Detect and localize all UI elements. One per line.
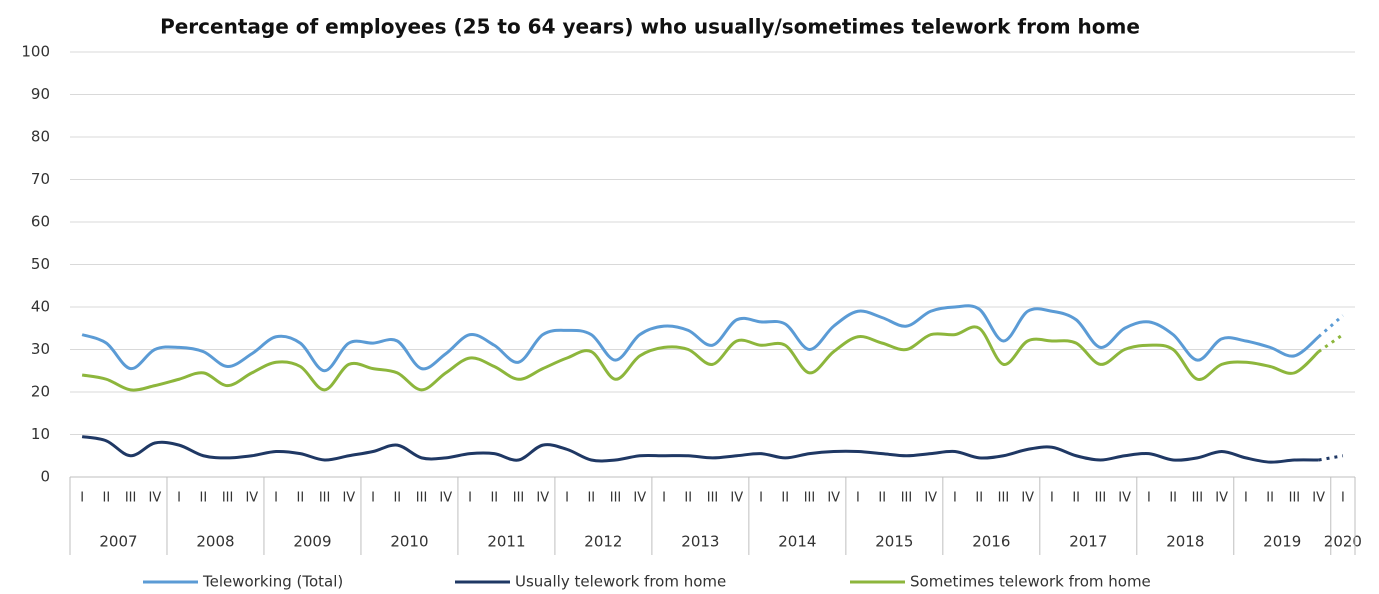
y-tick-label: 0 bbox=[40, 468, 50, 486]
x-tick-label: IV bbox=[148, 491, 161, 506]
y-tick-label: 90 bbox=[31, 85, 50, 103]
x-tick-label: IV bbox=[633, 491, 646, 506]
x-tick-label: III bbox=[1289, 491, 1301, 506]
x-tick-label: IV bbox=[1118, 491, 1131, 506]
x-tick-label: II bbox=[393, 491, 401, 506]
x-tick-label: I bbox=[565, 491, 569, 506]
x-group-label: 2015 bbox=[875, 533, 913, 551]
series-line bbox=[81, 325, 1320, 392]
x-tick-label: I bbox=[468, 491, 472, 506]
x-tick-label: III bbox=[610, 491, 622, 506]
x-tick-label: IV bbox=[924, 491, 937, 506]
x-tick-label: IV bbox=[439, 491, 452, 506]
x-tick-label: I bbox=[662, 491, 666, 506]
chart-title: Percentage of employees (25 to 64 years)… bbox=[160, 15, 1140, 39]
x-tick-label: III bbox=[707, 491, 719, 506]
x-group-label: 2016 bbox=[972, 533, 1010, 551]
x-tick-label: II bbox=[490, 491, 498, 506]
x-tick-label: III bbox=[319, 491, 331, 506]
y-tick-label: 50 bbox=[31, 255, 50, 273]
x-tick-label: IV bbox=[245, 491, 258, 506]
x-tick-label: III bbox=[125, 491, 137, 506]
series-dotted-segment bbox=[1317, 314, 1344, 338]
series-line bbox=[81, 435, 1319, 464]
x-tick-label: IV bbox=[730, 491, 743, 506]
x-tick-label: III bbox=[901, 491, 913, 506]
x-group-label: 2012 bbox=[584, 533, 622, 551]
y-tick-label: 100 bbox=[21, 43, 50, 61]
x-tick-label: II bbox=[684, 491, 692, 506]
x-tick-label: I bbox=[371, 491, 375, 506]
x-tick-label: II bbox=[1072, 491, 1080, 506]
x-tick-label: III bbox=[1095, 491, 1107, 506]
x-tick-label: III bbox=[416, 491, 428, 506]
x-tick-label: II bbox=[296, 491, 304, 506]
series-dotted-segment bbox=[1317, 333, 1344, 353]
x-tick-label: I bbox=[274, 491, 278, 506]
y-tick-label: 70 bbox=[31, 170, 50, 188]
series-dotted-segment bbox=[1318, 454, 1344, 462]
y-tick-label: 30 bbox=[31, 340, 50, 358]
x-tick-label: IV bbox=[827, 491, 840, 506]
x-tick-label: II bbox=[103, 491, 111, 506]
x-tick-label: II bbox=[975, 491, 983, 506]
y-tick-label: 80 bbox=[31, 128, 50, 146]
y-tick-label: 60 bbox=[31, 213, 50, 231]
x-tick-label: II bbox=[587, 491, 595, 506]
x-tick-label: IV bbox=[342, 491, 355, 506]
x-tick-label: II bbox=[200, 491, 208, 506]
x-tick-label: I bbox=[1341, 491, 1345, 506]
x-tick-label: IV bbox=[536, 491, 549, 506]
x-tick-label: III bbox=[222, 491, 234, 506]
x-tick-label: IV bbox=[1215, 491, 1228, 506]
x-group-label: 2019 bbox=[1263, 533, 1301, 551]
x-group-label: 2018 bbox=[1166, 533, 1204, 551]
series-line bbox=[81, 304, 1320, 373]
x-tick-label: II bbox=[781, 491, 789, 506]
x-group-label: 2017 bbox=[1069, 533, 1107, 551]
x-group-label: 2020 bbox=[1324, 533, 1362, 551]
y-tick-label: 10 bbox=[31, 425, 50, 443]
x-tick-label: I bbox=[1244, 491, 1248, 506]
x-tick-label: IV bbox=[1312, 491, 1325, 506]
x-tick-label: III bbox=[998, 491, 1010, 506]
y-tick-label: 40 bbox=[31, 298, 50, 316]
x-group-label: 2007 bbox=[99, 533, 137, 551]
x-tick-label: I bbox=[953, 491, 957, 506]
x-group-label: 2009 bbox=[293, 533, 331, 551]
x-group-label: 2010 bbox=[390, 533, 428, 551]
x-tick-label: I bbox=[1050, 491, 1054, 506]
x-tick-label: III bbox=[513, 491, 525, 506]
y-tick-label: 20 bbox=[31, 383, 50, 401]
x-tick-label: II bbox=[1266, 491, 1274, 506]
x-tick-label: I bbox=[177, 491, 181, 506]
x-tick-label: II bbox=[878, 491, 886, 506]
x-group-label: 2011 bbox=[487, 533, 525, 551]
x-tick-label: I bbox=[80, 491, 84, 506]
x-tick-label: I bbox=[1147, 491, 1151, 506]
x-tick-label: III bbox=[804, 491, 816, 506]
legend-label: Teleworking (Total) bbox=[202, 573, 343, 591]
x-group-label: 2008 bbox=[196, 533, 234, 551]
x-tick-label: II bbox=[1169, 491, 1177, 506]
legend-label: Sometimes telework from home bbox=[910, 573, 1151, 591]
x-group-label: 2013 bbox=[681, 533, 719, 551]
x-tick-label: I bbox=[856, 491, 860, 506]
x-group-label: 2014 bbox=[778, 533, 816, 551]
legend-label: Usually telework from home bbox=[515, 573, 726, 591]
x-tick-label: I bbox=[759, 491, 763, 506]
x-tick-label: IV bbox=[1021, 491, 1034, 506]
x-tick-label: III bbox=[1192, 491, 1204, 506]
